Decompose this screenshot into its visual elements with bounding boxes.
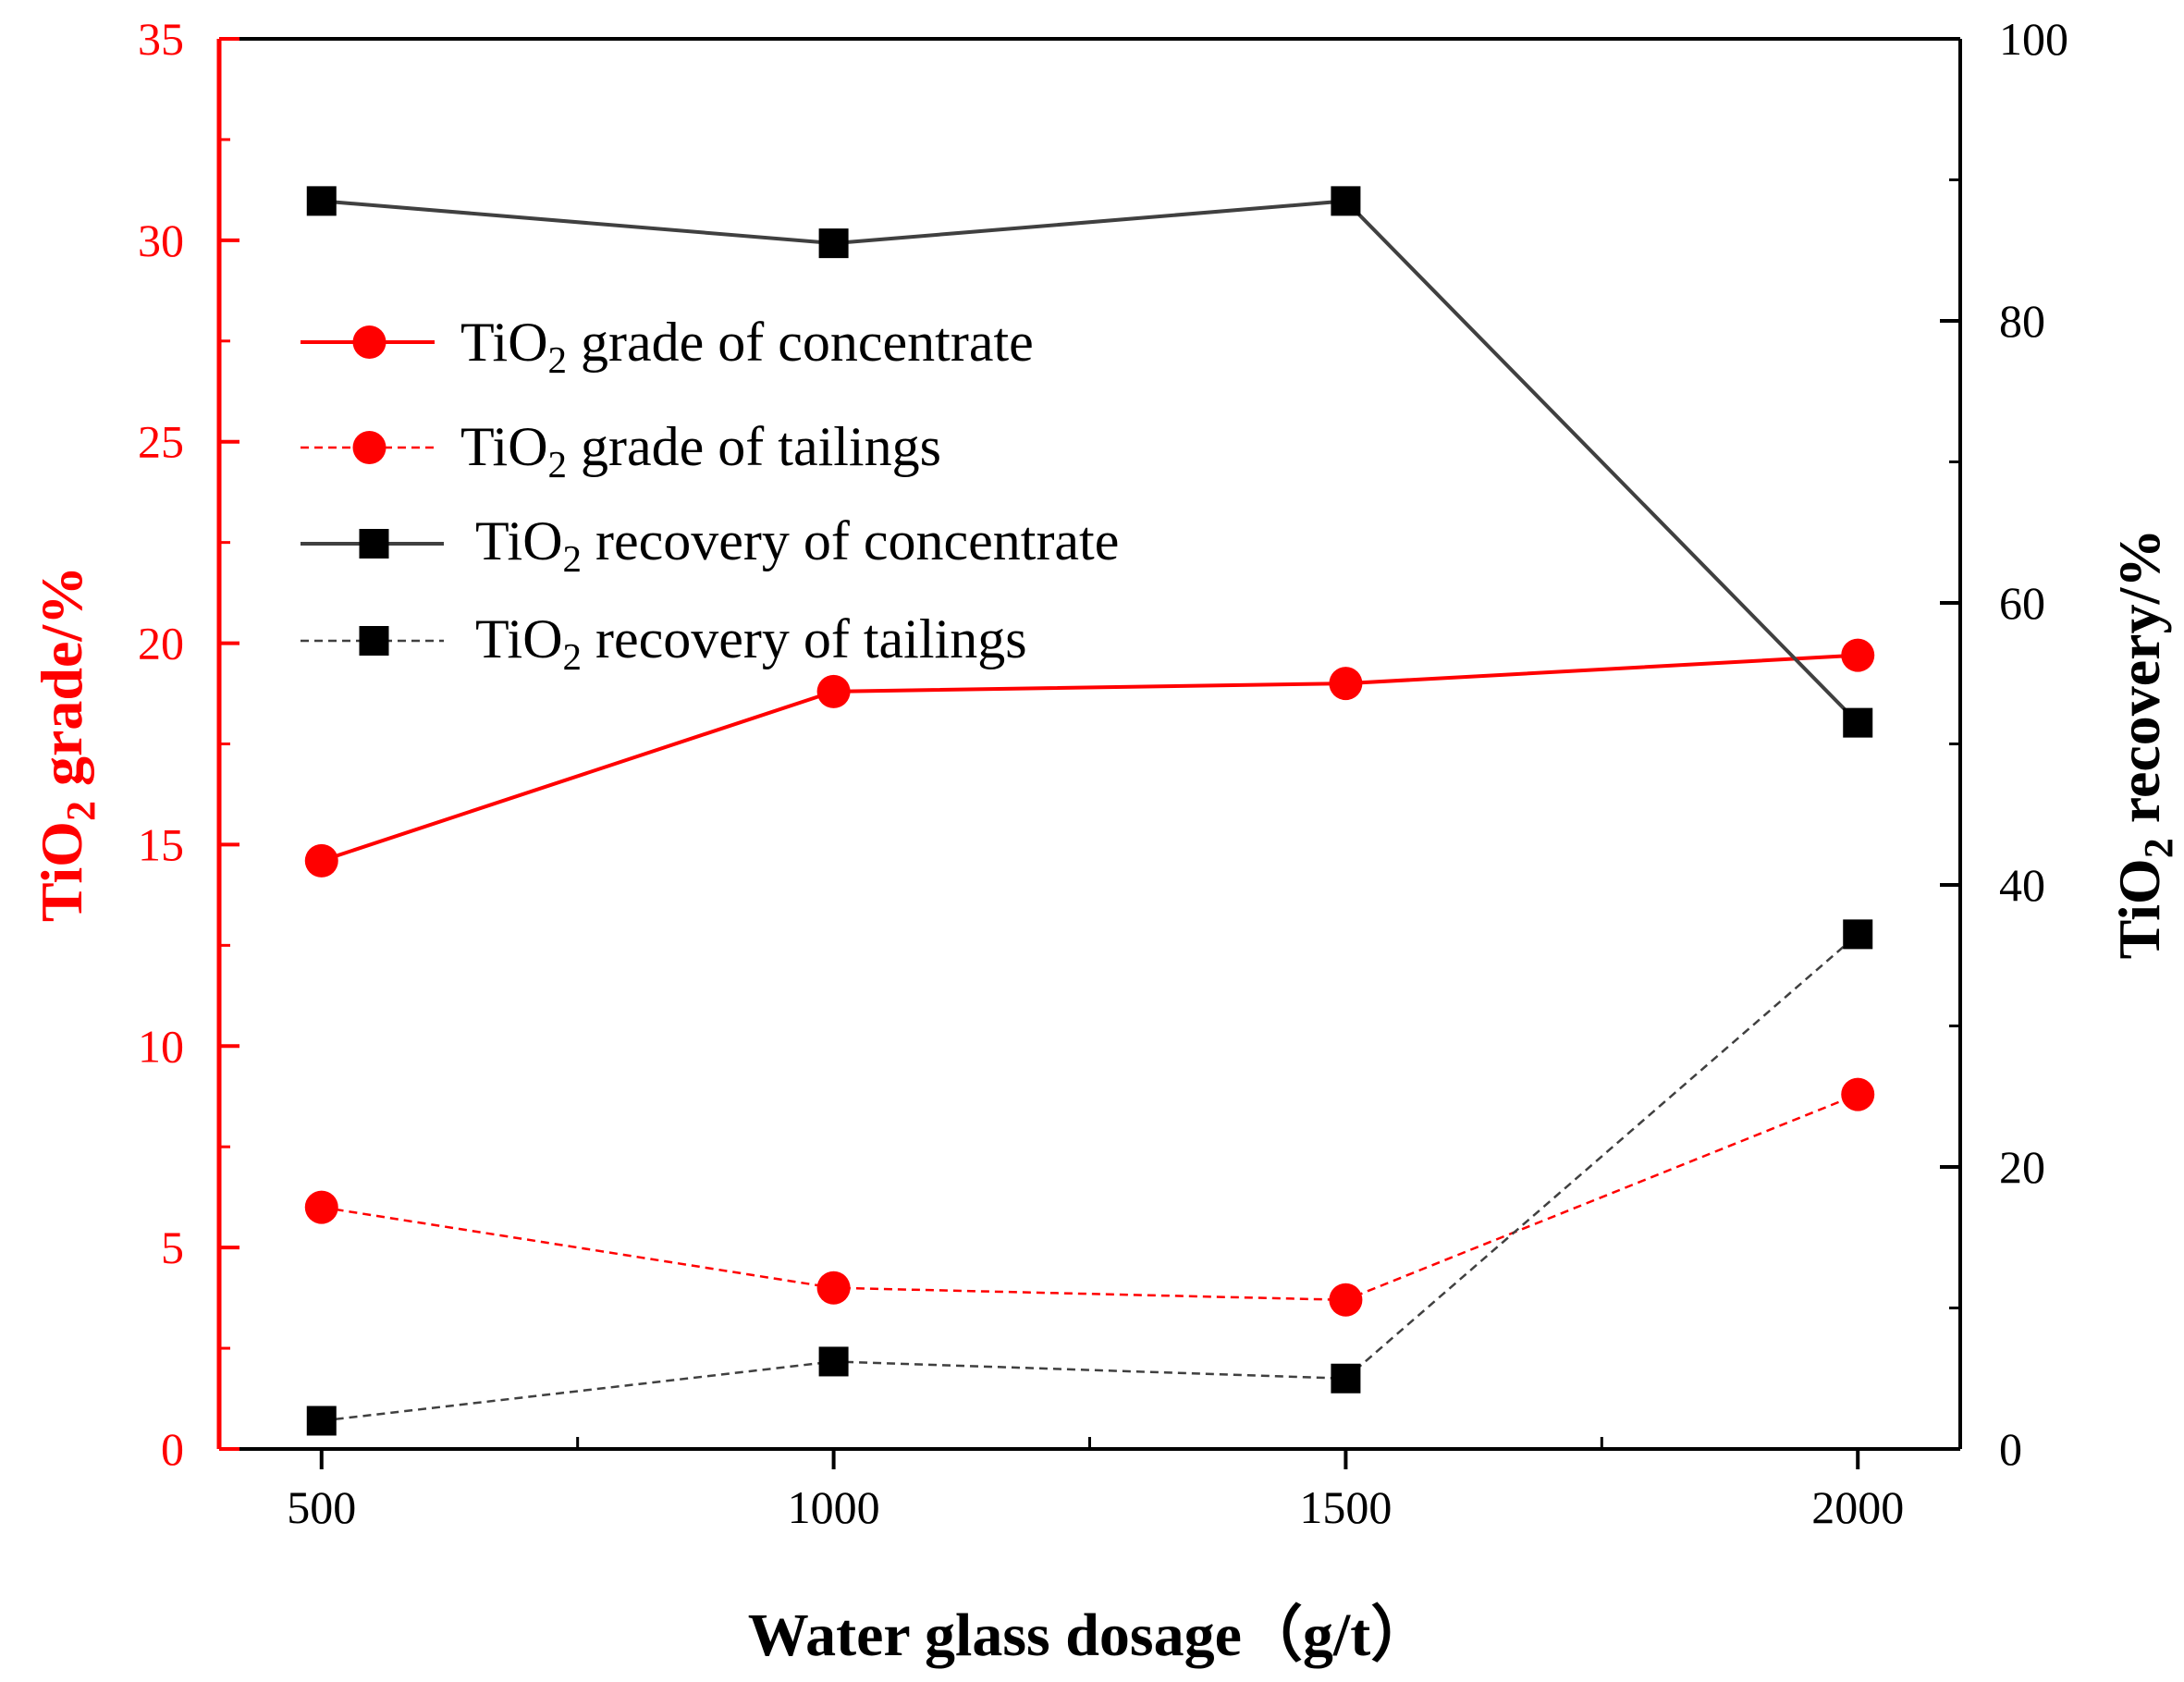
series-3-line — [321, 933, 1859, 1422]
series-3-point — [1331, 1363, 1361, 1393]
left-y-tick-label: 30 — [138, 215, 184, 266]
x-tick-label: 1000 — [788, 1481, 880, 1533]
right-y-axis-label-prefix: TiO — [2106, 858, 2172, 959]
left-y-tick-label: 35 — [138, 13, 184, 65]
series-2-point — [1843, 707, 1873, 738]
left-y-axis-label-subscript: 2 — [58, 801, 104, 821]
legend-label: TiO2 recovery of concentrate — [475, 510, 1119, 580]
left-y-tick-label: 15 — [138, 818, 184, 870]
left-y-tick-label: 5 — [161, 1222, 184, 1273]
legend-label-subscript: 2 — [563, 635, 583, 678]
series-1-point — [1841, 1077, 1875, 1111]
left-y-axis-label-prefix: TiO — [29, 821, 94, 922]
legend-label-prefix: TiO — [475, 608, 563, 669]
right-y-tick-label: 80 — [1999, 295, 2045, 347]
x-tick-label: 2000 — [1811, 1481, 1904, 1533]
series-2-point — [306, 186, 337, 216]
legend-label: TiO2 grade of tailings — [460, 416, 941, 485]
right-y-tick-label: 60 — [1999, 577, 2045, 629]
right-y-axis-label-subscript: 2 — [2136, 838, 2181, 858]
legend-label-prefix: TiO — [460, 416, 548, 477]
legend-marker-square — [359, 626, 389, 656]
left-y-axis-label-group: TiO2 grade/% — [29, 566, 104, 922]
legend-label: TiO2 grade of concentrate — [460, 312, 1034, 381]
axes-group: 500 1000 1500 2000 0 5 10 15 20 25 30 35 0 20 40 60 80 10… — [138, 13, 2068, 1533]
right-y-tick-label: 20 — [1999, 1141, 2045, 1193]
x-axis-label: Water glass dosage（g/t） — [748, 1601, 1431, 1669]
left-y-tick-label: 25 — [138, 416, 184, 468]
left-y-tick-label: 20 — [138, 618, 184, 669]
series-0-point — [816, 674, 851, 708]
legend-marker-circle — [352, 431, 386, 464]
series-2-point — [818, 228, 849, 259]
legend-label-suffix: grade of tailings — [567, 416, 941, 477]
legend-marker-square — [359, 529, 389, 559]
x-tick-label: 1500 — [1299, 1481, 1392, 1533]
series-1-point — [816, 1271, 851, 1305]
series-2-point — [1331, 186, 1361, 216]
series-group — [304, 186, 1875, 1436]
series-0-point — [1841, 638, 1875, 672]
legend-label-suffix: recovery of concentrate — [582, 510, 1119, 571]
legend-label-suffix: recovery of tailings — [582, 608, 1027, 669]
right-y-axis-label-group: TiO2 recovery/% — [2106, 529, 2181, 960]
legend-marker-circle — [352, 325, 386, 359]
series-3-point — [818, 1346, 849, 1377]
legend-label: TiO2 recovery of tailings — [475, 608, 1027, 678]
right-y-axis-label: TiO2 recovery/% — [2106, 529, 2181, 960]
right-y-tick-label: 40 — [1999, 859, 2045, 911]
axis-labels-group: Water glass dosage（g/t）TiO2 grade/%TiO2 … — [29, 529, 2181, 1669]
legend-entry: TiO2 grade of tailings — [301, 416, 941, 485]
legend-label-prefix: TiO — [460, 312, 548, 373]
series-0-point — [304, 843, 338, 878]
left-y-axis-label: TiO2 grade/% — [29, 566, 104, 922]
series-3-point — [306, 1406, 337, 1436]
series-0-line — [321, 653, 1859, 863]
legend-label-suffix: grade of concentrate — [567, 312, 1034, 373]
left-y-tick-label: 10 — [138, 1020, 184, 1072]
series-3-point — [1843, 919, 1873, 950]
series-1-line — [321, 1093, 1859, 1302]
legend-label-subscript: 2 — [563, 537, 583, 580]
legend-label-subscript: 2 — [548, 338, 568, 381]
left-y-axis-label-suffix: grade/% — [29, 566, 94, 801]
legend-label-prefix: TiO — [475, 510, 563, 571]
legend-entry: TiO2 recovery of concentrate — [301, 510, 1119, 580]
legend-label-subscript: 2 — [548, 443, 568, 485]
x-tick-label: 500 — [287, 1481, 356, 1533]
right-y-axis-label-suffix: recovery/% — [2106, 529, 2172, 839]
right-y-tick-label: 0 — [1999, 1423, 2022, 1475]
legend-entry: TiO2 grade of concentrate — [301, 312, 1034, 381]
series-0-point — [1329, 667, 1363, 701]
left-y-tick-label: 0 — [161, 1423, 184, 1475]
series-1-point — [1329, 1283, 1363, 1317]
legend-entry: TiO2 recovery of tailings — [301, 608, 1027, 678]
right-y-tick-label: 100 — [1999, 13, 2068, 65]
series-2-line — [321, 199, 1859, 725]
series-1-point — [304, 1190, 338, 1224]
